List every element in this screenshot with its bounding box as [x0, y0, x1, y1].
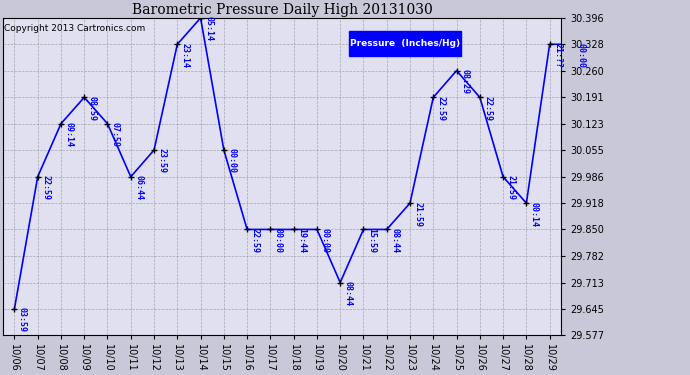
- Text: 22:59: 22:59: [437, 96, 446, 121]
- FancyBboxPatch shape: [349, 31, 461, 56]
- Text: 00:00: 00:00: [320, 228, 329, 253]
- Text: 08:44: 08:44: [344, 281, 353, 306]
- Text: 22:59: 22:59: [250, 228, 259, 253]
- Text: Copyright 2013 Cartronics.com: Copyright 2013 Cartronics.com: [4, 24, 145, 33]
- Text: 21:59: 21:59: [413, 201, 422, 226]
- Text: 06:44: 06:44: [135, 175, 144, 200]
- Text: 00:00: 00:00: [274, 228, 283, 253]
- Text: 22:59: 22:59: [483, 96, 492, 121]
- Text: 21:59: 21:59: [506, 175, 515, 200]
- Text: 19:44: 19:44: [297, 228, 306, 253]
- Text: 05:14: 05:14: [204, 16, 213, 41]
- Text: Pressure  (Inches/Hg): Pressure (Inches/Hg): [350, 39, 460, 48]
- Text: 00:00: 00:00: [227, 148, 237, 174]
- Title: Barometric Pressure Daily High 20131030: Barometric Pressure Daily High 20131030: [132, 3, 433, 17]
- Text: 09:14: 09:14: [64, 122, 73, 147]
- Text: 00:14: 00:14: [530, 201, 539, 226]
- Text: 03:59: 03:59: [18, 307, 27, 332]
- Text: 22:59: 22:59: [41, 175, 50, 200]
- Text: 07:59: 07:59: [111, 122, 120, 147]
- Text: 23:59: 23:59: [157, 148, 166, 174]
- Text: 08:29: 08:29: [460, 69, 469, 94]
- Text: 08:59: 08:59: [88, 96, 97, 121]
- Text: 23:14: 23:14: [181, 43, 190, 68]
- Text: 21:??: 21:??: [553, 43, 562, 68]
- Text: 15:59: 15:59: [367, 228, 376, 253]
- Text: 08:44: 08:44: [391, 228, 400, 253]
- Text: 00:00: 00:00: [576, 43, 585, 68]
